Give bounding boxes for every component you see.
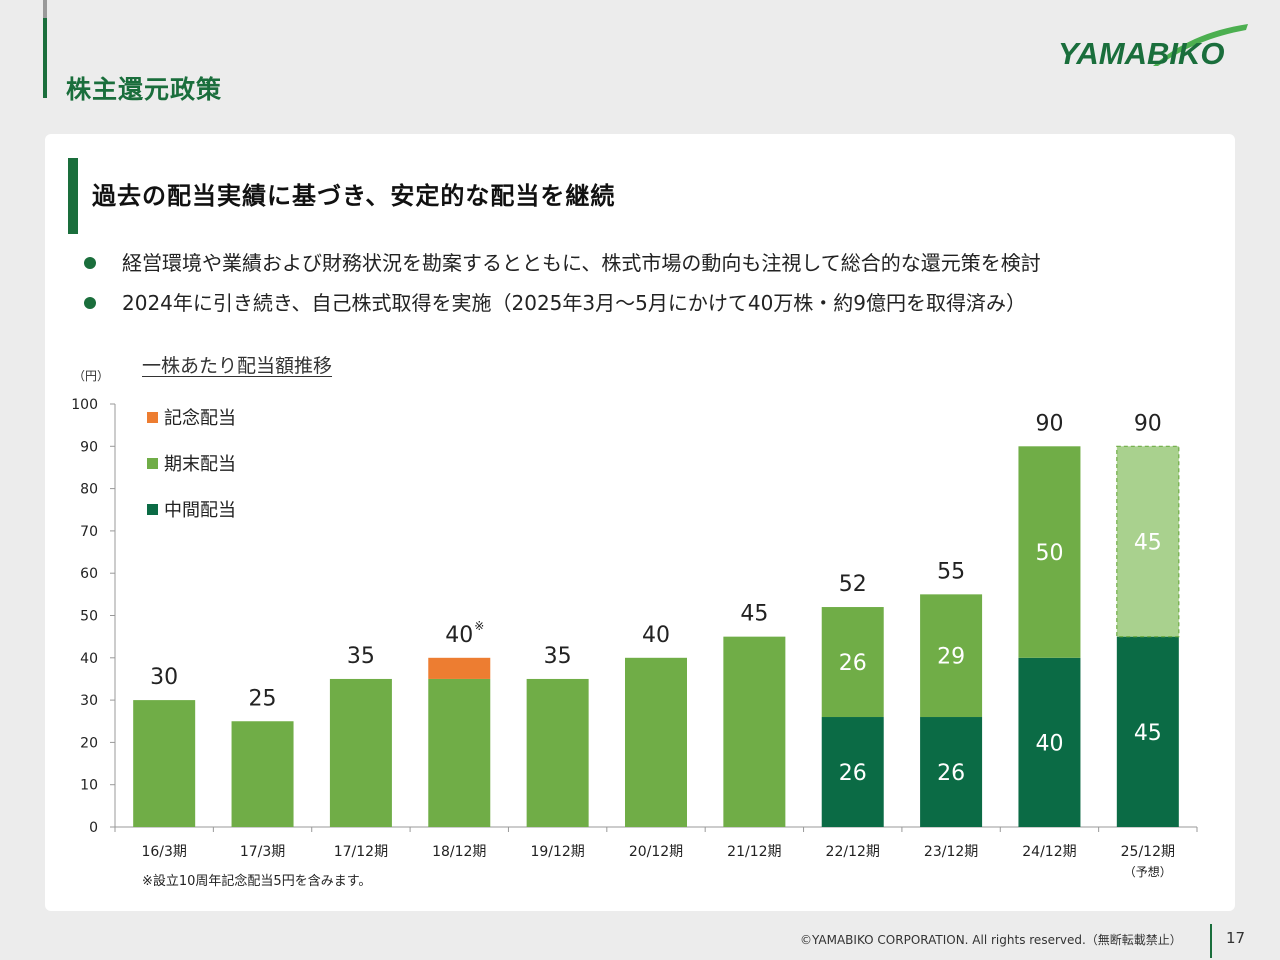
chart-footnote: ※設立10周年記念配当5円を含みます。 <box>142 873 371 889</box>
legend-label: 中間配当 <box>164 500 236 521</box>
bar-total-label: 90 <box>1134 411 1162 436</box>
header-accent-top <box>43 0 47 18</box>
x-tick-label: 25/12期 <box>1121 844 1175 860</box>
y-unit-label: （円） <box>73 369 109 383</box>
section-heading: 過去の配当実績に基づき、安定的な配当を継続 <box>92 182 616 210</box>
y-tick-label: 90 <box>80 439 98 455</box>
page-number: 17 <box>1226 929 1246 947</box>
copyright-text: ©YAMABIKO CORPORATION. All rights reserv… <box>800 933 1182 947</box>
legend-swatch <box>147 412 158 423</box>
bar-total-label: 45 <box>740 602 768 627</box>
y-tick-label: 70 <box>80 524 98 540</box>
y-tick-label: 0 <box>89 820 98 836</box>
bar-data-label: 45 <box>1134 721 1162 746</box>
y-tick-label: 20 <box>80 735 98 751</box>
y-tick-label: 100 <box>71 397 98 413</box>
bar-segment <box>920 717 983 827</box>
logo-swoosh <box>1153 24 1248 66</box>
bar-total-label: 40 <box>445 623 473 648</box>
legend-label: 期末配当 <box>164 454 236 475</box>
bullet-list: 経営環境や業績および財務状況を勘案するとともに、株式市場の動向も注視して総合的な… <box>84 243 1041 323</box>
bullet-text: 経営環境や業績および財務状況を勘案するとともに、株式市場の動向も注視して総合的な… <box>122 251 1041 275</box>
x-tick-label: 23/12期 <box>924 844 978 860</box>
bar-segment <box>428 657 491 679</box>
x-tick-label: 17/12期 <box>334 844 388 860</box>
bar-data-label: 50 <box>1035 541 1063 566</box>
bullet-item: 経営環境や業績および財務状況を勘案するとともに、株式市場の動向も注視して総合的な… <box>84 243 1041 283</box>
logo-text: YAMABIKO <box>1058 36 1224 71</box>
yamabiko-logo: YAMABIKO <box>1058 24 1248 71</box>
bar-segment <box>723 636 786 827</box>
x-tick-label: 19/12期 <box>530 844 584 860</box>
bar-segment <box>329 678 392 827</box>
page-title: 株主還元政策 <box>66 75 223 104</box>
x-tick-label: 22/12期 <box>826 844 880 860</box>
bar-segment <box>1018 446 1081 658</box>
bullet-dot-icon <box>84 297 96 309</box>
bar-segment <box>821 607 884 718</box>
bar-segment <box>428 678 491 827</box>
bar-total-label: 30 <box>150 665 178 690</box>
y-tick-label: 30 <box>80 693 98 709</box>
bar-data-label: 40 <box>1035 731 1063 756</box>
legend-swatch <box>147 504 158 515</box>
bar-total-label: 40 <box>642 623 670 648</box>
y-tick-label: 40 <box>80 651 98 667</box>
x-tick-sublabel: （予想） <box>1124 864 1172 879</box>
x-tick-label: 24/12期 <box>1022 844 1076 860</box>
bar-data-label: 26 <box>937 761 965 786</box>
bar-data-label: 26 <box>839 651 867 676</box>
bar-segment <box>1018 657 1081 827</box>
bar-data-label: 26 <box>839 761 867 786</box>
bar-segment <box>231 721 294 827</box>
bar-segment <box>625 657 687 827</box>
bar-segment <box>821 717 884 827</box>
y-tick-label: 10 <box>80 778 98 794</box>
x-tick-label: 16/3期 <box>141 844 186 860</box>
bar-total-label: 90 <box>1035 411 1063 436</box>
bar-total-label: 25 <box>249 686 277 711</box>
bar-segment <box>1116 636 1179 827</box>
chart-title: 一株あたり配当額推移 <box>142 355 333 377</box>
bullet-text: 2024年に引き続き、自己株式取得を実施（2025年3月～5月にかけて40万株・… <box>122 291 1027 315</box>
x-tick-label: 21/12期 <box>727 844 781 860</box>
bar-total-label: 52 <box>839 572 867 597</box>
bar-segment <box>133 700 196 827</box>
bullet-item: 2024年に引き続き、自己株式取得を実施（2025年3月～5月にかけて40万株・… <box>84 283 1041 323</box>
x-tick-label: 17/3期 <box>240 844 285 860</box>
bar-total-label: 35 <box>544 644 572 669</box>
y-tick-label: 50 <box>80 609 98 625</box>
legend-label: 記念配当 <box>164 407 236 429</box>
heading-accent-bar <box>68 158 78 234</box>
bar-data-label: 45 <box>1134 530 1162 555</box>
bar-total-label: 55 <box>937 559 965 584</box>
header-accent-line <box>43 0 47 98</box>
legend-swatch <box>147 458 158 469</box>
x-tick-label: 20/12期 <box>629 844 683 860</box>
bar-total-note-mark: ※ <box>474 619 484 633</box>
x-tick-label: 18/12期 <box>432 844 486 860</box>
bar-total-label: 35 <box>347 644 375 669</box>
footer-divider <box>1210 924 1212 958</box>
y-tick-label: 80 <box>80 482 98 498</box>
bar-segment <box>920 594 983 718</box>
bar-data-label: 29 <box>937 645 965 670</box>
bar-segment <box>1116 445 1180 638</box>
bullet-dot-icon <box>84 257 96 269</box>
bar-segment <box>526 678 589 827</box>
y-tick-label: 60 <box>80 566 98 582</box>
